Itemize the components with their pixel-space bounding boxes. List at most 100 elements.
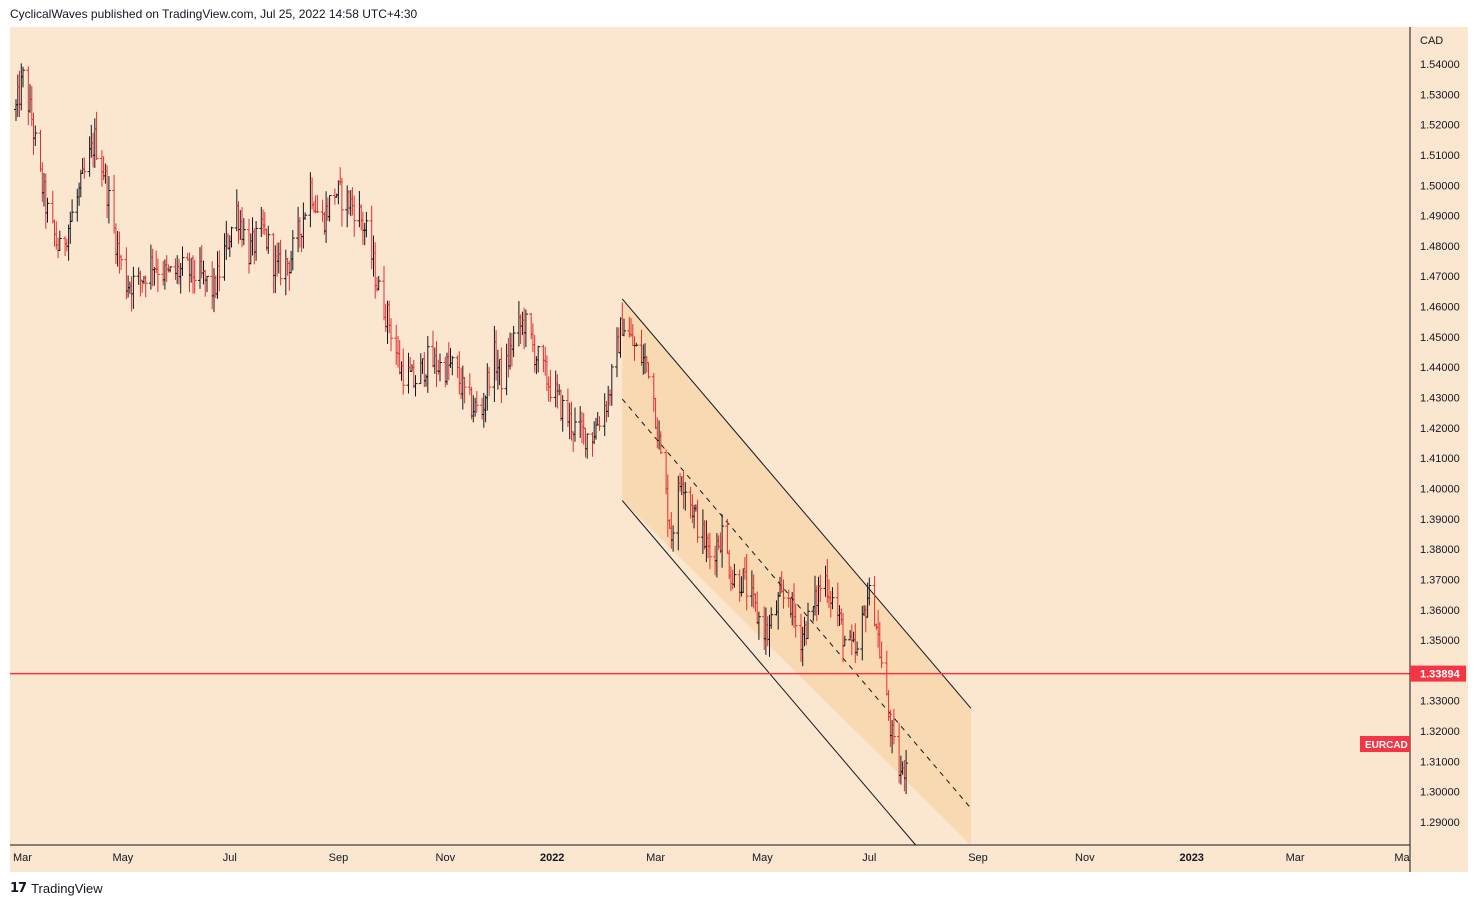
ohlc-bar xyxy=(70,199,75,222)
channel-lower-line[interactable] xyxy=(621,500,917,846)
ohlc-bar xyxy=(891,708,896,745)
ohlc-bar xyxy=(290,230,295,271)
ohlc-bar xyxy=(180,246,185,276)
ohlc-bar xyxy=(707,532,712,570)
price-tick-label: 1.47000 xyxy=(1420,271,1460,283)
channel-fill xyxy=(622,299,971,845)
time-tick-label: Sep xyxy=(968,852,988,864)
price-tick-label: 1.43000 xyxy=(1420,393,1460,405)
ohlc-bar xyxy=(879,641,884,669)
time-tick-label: Sep xyxy=(329,852,349,864)
price-tick-label: 1.46000 xyxy=(1420,302,1460,314)
time-tick-label: Jul xyxy=(862,852,876,864)
ohlc-bar xyxy=(21,66,25,88)
ohlc-bar xyxy=(695,499,700,543)
ohlc-bar xyxy=(806,602,810,639)
ohlc-bar xyxy=(609,363,614,406)
ohlc-bar xyxy=(474,391,479,413)
ohlc-bar xyxy=(131,266,136,309)
ohlc-bar xyxy=(855,641,860,656)
price-tick-label: 1.50000 xyxy=(1420,180,1460,192)
ohlc-bar xyxy=(536,345,541,373)
time-tick-label: Mar xyxy=(13,852,32,864)
time-axis[interactable]: Mar May Jul Sep Nov 2022 Mar May Jul Sep Nov 2023 Ma… xyxy=(13,852,1411,864)
price-tick-label: 1.33000 xyxy=(1420,696,1460,708)
footer-brand-text: TradingView xyxy=(31,881,103,896)
ohlc-bar xyxy=(241,218,246,246)
ohlc-bar xyxy=(401,348,406,395)
ohlc-bar xyxy=(229,226,234,248)
symbol-text: EURCAD xyxy=(1365,740,1408,751)
ohlc-bar xyxy=(278,239,283,286)
ohlc-bar xyxy=(33,125,38,146)
price-tick-label: 1.45000 xyxy=(1420,332,1460,344)
ohlc-bar xyxy=(720,514,725,568)
ohlc-bar xyxy=(867,577,872,606)
ohlc-bar xyxy=(646,362,651,379)
ohlc-bar xyxy=(548,369,553,402)
ohlc-bar xyxy=(560,395,565,432)
ohlc-bar xyxy=(818,574,823,603)
price-tick-label: 1.44000 xyxy=(1420,362,1460,374)
price-tick-label: 1.38000 xyxy=(1420,544,1460,556)
ohlc-bar xyxy=(315,194,320,213)
time-tick-label: Nov xyxy=(1075,852,1095,864)
channel-upper-line[interactable] xyxy=(621,298,972,709)
price-tick-label: 1.32000 xyxy=(1420,726,1460,738)
price-tick-label: 1.29000 xyxy=(1420,817,1460,829)
ohlc-bar xyxy=(756,611,761,640)
price-tick-label: 1.31000 xyxy=(1420,756,1460,768)
ohlc-bar xyxy=(462,377,467,404)
price-chart[interactable]: CAD 1.540001.530001.520001.510001.500001… xyxy=(10,27,1468,872)
price-axis[interactable]: 1.54000 1.53000 1.52000 1.51000 1.50000 1.490… xyxy=(1420,59,1460,829)
ohlc-bar xyxy=(94,111,99,160)
ohlc-bar xyxy=(45,197,50,223)
ohlc-bar xyxy=(266,225,271,254)
time-tick-label: May xyxy=(752,852,773,864)
ohlc-bar xyxy=(634,342,639,347)
level-price-badge xyxy=(1410,665,1466,682)
level-price-text: 1.33894 xyxy=(1420,669,1461,681)
chart-panel[interactable]: CAD 1.54000 1.53000 1.52000 1.51000 1.50000 1… xyxy=(10,27,1468,872)
time-tick-label: Nov xyxy=(436,852,456,864)
ohlc-bar xyxy=(622,318,626,337)
ohlc-bar xyxy=(205,275,209,293)
ohlc-bar xyxy=(106,176,111,224)
ohlc-bar xyxy=(450,355,455,376)
price-tick-label: 1.39000 xyxy=(1420,514,1460,526)
price-tick-label: 1.48000 xyxy=(1420,241,1460,253)
ohlc-bar xyxy=(119,254,124,270)
ohlc-bar xyxy=(499,347,504,403)
symbol-badge xyxy=(1360,736,1410,752)
price-tick-label: 1.36000 xyxy=(1420,605,1460,617)
price-tick-label: 1.42000 xyxy=(1420,423,1460,435)
footer-brand[interactable]: 17 TradingView xyxy=(10,881,103,896)
ohlc-bar xyxy=(781,579,786,609)
ohlc-bar xyxy=(597,416,602,431)
ohlc-bar xyxy=(769,607,774,629)
price-tick-label: 1.51000 xyxy=(1420,150,1460,162)
price-tick-label: 1.30000 xyxy=(1420,787,1460,799)
price-tick-label: 1.52000 xyxy=(1420,120,1460,132)
ohlc-bar xyxy=(376,276,381,291)
tradingview-logo-icon: 17 xyxy=(10,881,27,896)
price-tick-label: 1.54000 xyxy=(1420,59,1460,71)
ohlc-bar xyxy=(57,230,62,251)
level-price-label: 1.33894 xyxy=(1410,665,1466,682)
ohlc-bar xyxy=(254,221,259,261)
time-tick-label: 2022 xyxy=(540,852,564,864)
time-tick-label: 2023 xyxy=(1179,852,1203,864)
price-tick-label: 1.40000 xyxy=(1420,484,1460,496)
publish-header: CyclicalWaves published on TradingView.c… xyxy=(10,7,418,21)
symbol-label: EURCAD xyxy=(1360,736,1410,752)
time-tick-label: May xyxy=(113,852,134,864)
ohlc-bar xyxy=(82,157,87,179)
ohlc-bar xyxy=(523,309,528,347)
ohlc-bar xyxy=(143,275,148,298)
ohlc-bar xyxy=(364,211,369,238)
ohlc-bar xyxy=(487,366,492,397)
price-tick-label: 1.53000 xyxy=(1420,89,1460,101)
channel-drawing[interactable] xyxy=(621,298,972,846)
ohlc-bar xyxy=(425,336,430,393)
ohlc-bar xyxy=(904,749,909,795)
